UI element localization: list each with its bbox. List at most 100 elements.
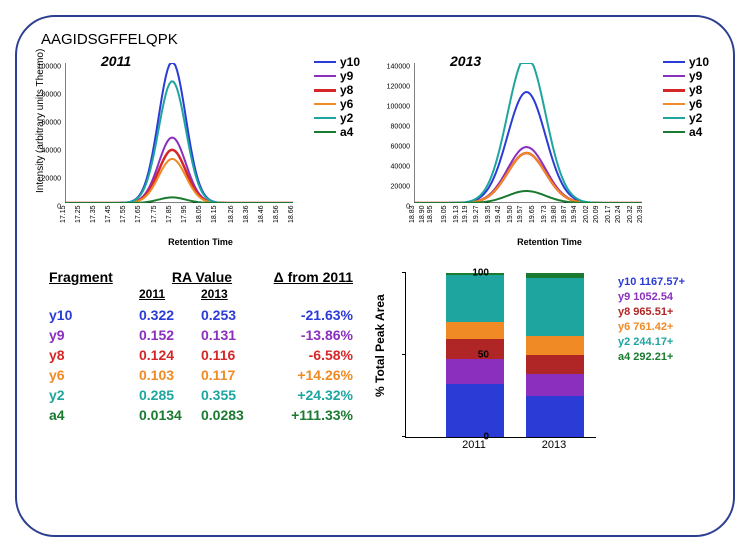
legend-2013: y10y9y8y6y2a4 — [663, 55, 709, 139]
y-tick-label: 140000 — [387, 64, 410, 71]
ra-2013: 0.355 — [201, 385, 265, 405]
x-axis-label-2011: Retention Time — [168, 237, 233, 247]
x-tick-label: 18.05 — [196, 205, 203, 223]
stack-segment-y2 — [526, 278, 584, 336]
stack-segment-y2 — [446, 275, 504, 322]
legend-2011: y10y9y8y6y2a4 — [314, 55, 360, 139]
legend-item: a4 — [663, 125, 709, 139]
x-tick-label: 17.75 — [151, 205, 158, 223]
ra-delta: -21.63% — [265, 305, 353, 325]
stack-segment-y6 — [446, 322, 504, 339]
x-tick-label: 17.85 — [166, 205, 173, 223]
ra-2011: 0.124 — [139, 345, 201, 365]
x-tick-label: 17.35 — [90, 205, 97, 223]
legend-item: y2 — [314, 111, 360, 125]
stack-y-tick: 50 — [478, 350, 489, 361]
x-tick-label: 19.42 — [495, 205, 502, 223]
ra-delta: -13.86% — [265, 325, 353, 345]
bottom-row: Fragment RA Value Δ from 2011 2011 2013 … — [41, 269, 709, 469]
stack-legend: y10 1167.57+y9 1052.54y8 965.51+y6 761.4… — [618, 275, 685, 365]
hdr-delta: Δ from 2011 — [265, 269, 353, 285]
chromatogram-2011: 2011 020000400006000080000100000 17.1517… — [41, 53, 360, 243]
chart-svg-2011 — [65, 63, 293, 203]
x-tick-label: 17.45 — [105, 205, 112, 223]
x-tick-label: 17.65 — [135, 205, 142, 223]
stacked-bar — [446, 273, 504, 437]
ra-frag: y2 — [41, 385, 139, 405]
x-tick-label: 19.27 — [473, 205, 480, 223]
ra-2011: 0.152 — [139, 325, 201, 345]
y-tick-label: 80000 — [42, 92, 61, 99]
x-tick-label: 18.46 — [258, 205, 265, 223]
stack-legend-item: a4 292.21+ — [618, 350, 685, 365]
x-tick-label: 20.24 — [615, 205, 622, 223]
ra-frag: y9 — [41, 325, 139, 345]
x-tick-label: 17.55 — [120, 205, 127, 223]
legend-item: y10 — [314, 55, 360, 69]
x-tick-label: 19.19 — [462, 205, 469, 223]
ra-table-body: y100.3220.253-21.63%y90.1520.131-13.86%y… — [41, 305, 361, 425]
x-tick-label: 20.17 — [605, 205, 612, 223]
y-tick-label: 120000 — [387, 84, 410, 91]
x-tick-label: 19.13 — [453, 205, 460, 223]
x-tick-label: 19.87 — [561, 205, 568, 223]
x-tick-label: 19.35 — [485, 205, 492, 223]
x-tick-label: 20.09 — [593, 205, 600, 223]
stack-y-tick: 100 — [472, 268, 489, 279]
y-tick-label: 60000 — [391, 144, 410, 151]
ra-2011: 0.0134 — [139, 405, 201, 425]
ra-frag: y6 — [41, 365, 139, 385]
ra-row: y60.1030.117+14.26% — [41, 365, 361, 385]
stacked-bar-chart: % Total Peak Area 050100 20112013 y10 11… — [381, 269, 681, 469]
stacked-bar — [526, 273, 584, 437]
ra-delta: +14.26% — [265, 365, 353, 385]
chromatogram-2013: 2013 02000040000600008000010000012000014… — [390, 53, 709, 243]
y-tick-label: 40000 — [391, 164, 410, 171]
stack-x-label: 2013 — [542, 439, 566, 451]
ra-row: y90.1520.131-13.86% — [41, 325, 361, 345]
y-tick-label: 20000 — [42, 176, 61, 183]
stack-segment-y6 — [526, 336, 584, 355]
legend-item: y10 — [663, 55, 709, 69]
y-tick-label: 40000 — [42, 148, 61, 155]
y-tick-label: 100000 — [38, 64, 61, 71]
x-tick-label: 18.90 — [419, 205, 426, 223]
stack-plot-area — [405, 273, 596, 438]
sub-2013: 2013 — [201, 287, 265, 301]
x-tick-label: 17.25 — [75, 205, 82, 223]
ra-table: Fragment RA Value Δ from 2011 2011 2013 … — [41, 269, 361, 469]
ra-2011: 0.322 — [139, 305, 201, 325]
ra-2011: 0.103 — [139, 365, 201, 385]
x-tick-label: 19.05 — [441, 205, 448, 223]
x-ticks-2013: 18.8318.9018.9519.0519.1319.1919.2719.35… — [414, 203, 642, 227]
stack-x-label: 2011 — [462, 439, 486, 451]
x-tick-label: 18.95 — [427, 205, 434, 223]
x-axis-label-2013: Retention Time — [517, 237, 582, 247]
ra-2013: 0.117 — [201, 365, 265, 385]
legend-item: y6 — [314, 97, 360, 111]
stack-segment-y9 — [446, 359, 504, 384]
ra-2013: 0.131 — [201, 325, 265, 345]
x-tick-label: 19.65 — [529, 205, 536, 223]
x-tick-label: 18.66 — [288, 205, 295, 223]
legend-item: y2 — [663, 111, 709, 125]
legend-item: y8 — [314, 83, 360, 97]
x-tick-label: 20.39 — [637, 205, 644, 223]
ra-frag: y10 — [41, 305, 139, 325]
legend-item: y8 — [663, 83, 709, 97]
x-tick-label: 19.94 — [571, 205, 578, 223]
x-tick-label: 19.57 — [517, 205, 524, 223]
ra-frag: a4 — [41, 405, 139, 425]
y-tick-label: 100000 — [387, 104, 410, 111]
x-tick-label: 19.50 — [507, 205, 514, 223]
x-tick-label: 17.95 — [181, 205, 188, 223]
ra-row: y100.3220.253-21.63% — [41, 305, 361, 325]
x-tick-label: 20.02 — [583, 205, 590, 223]
y-tick-label: 80000 — [391, 124, 410, 131]
y-ticks-2013: 020000400006000080000100000120000140000 — [390, 63, 412, 203]
ra-delta: -6.58% — [265, 345, 353, 365]
ra-row: y80.1240.116-6.58% — [41, 345, 361, 365]
ra-2013: 0.0283 — [201, 405, 265, 425]
x-tick-label: 18.15 — [211, 205, 218, 223]
sub-2011: 2011 — [139, 287, 201, 301]
